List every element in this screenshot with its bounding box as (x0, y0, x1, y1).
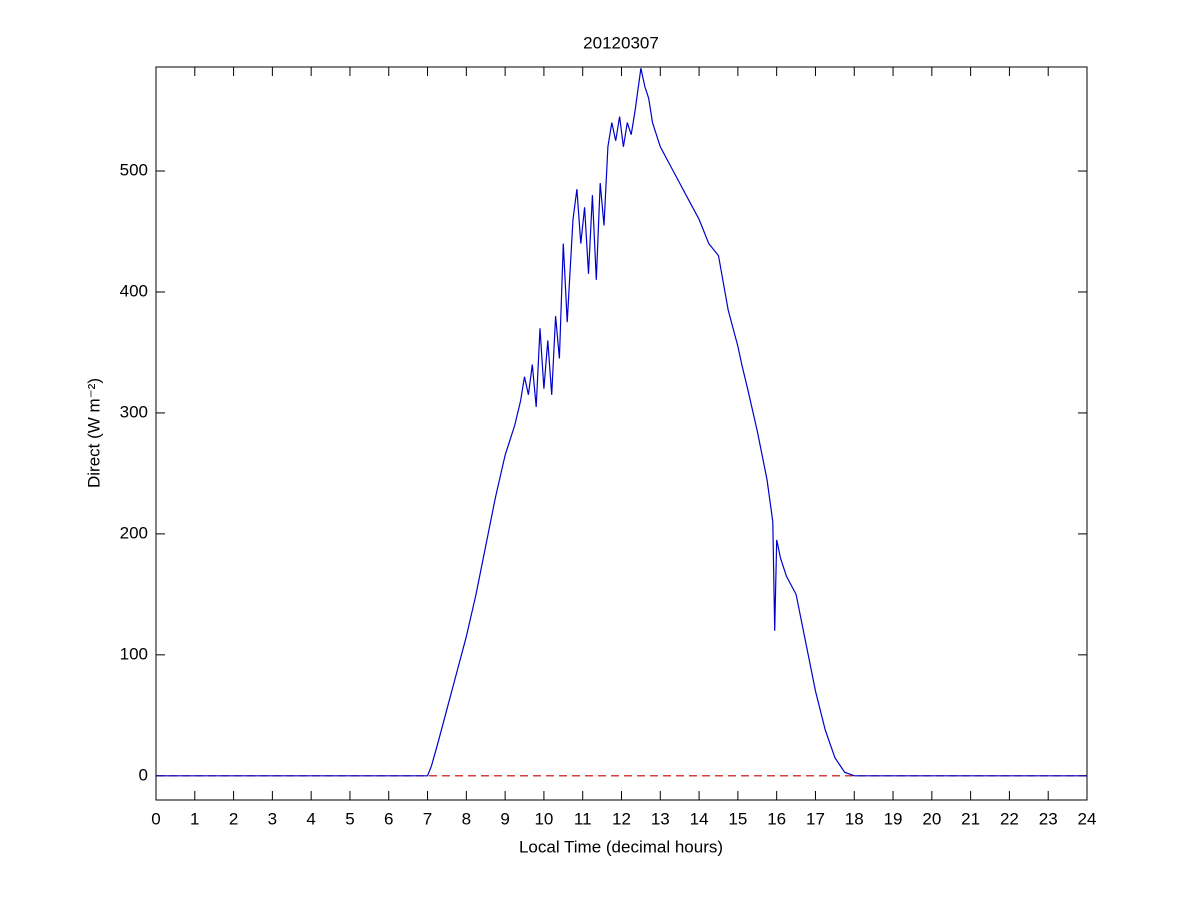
x-tick-label: 1 (190, 809, 199, 828)
y-axis-label: Direct (W m⁻²) (84, 378, 103, 488)
x-tick-label: 10 (534, 809, 553, 828)
x-tick-label: 21 (961, 809, 980, 828)
x-tick-label: 12 (612, 809, 631, 828)
x-tick-label: 13 (651, 809, 670, 828)
x-tick-label: 8 (462, 809, 471, 828)
x-tick-label: 9 (500, 809, 509, 828)
y-tick-label: 0 (139, 765, 148, 784)
x-tick-label: 11 (574, 809, 592, 828)
y-tick-label: 200 (120, 523, 148, 542)
x-tick-label: 0 (151, 809, 160, 828)
x-tick-label: 5 (345, 809, 354, 828)
x-axis-label: Local Time (decimal hours) (519, 837, 723, 856)
x-tick-label: 15 (728, 809, 747, 828)
x-tick-label: 20 (922, 809, 941, 828)
x-tick-label: 19 (884, 809, 903, 828)
x-tick-label: 17 (806, 809, 825, 828)
y-tick-label: 100 (120, 644, 148, 663)
x-tick-label: 22 (1000, 809, 1019, 828)
x-tick-label: 2 (229, 809, 238, 828)
y-tick-label: 300 (120, 402, 148, 421)
x-tick-label: 24 (1078, 809, 1097, 828)
y-tick-label: 500 (120, 161, 148, 180)
plot-frame (155, 66, 1088, 801)
x-tick-label: 4 (306, 809, 315, 828)
y-tick-label: 400 (120, 281, 148, 300)
x-tick-label: 23 (1039, 809, 1058, 828)
x-tick-label: 3 (268, 809, 277, 828)
chart-title: 20120307 (583, 33, 659, 52)
data-line (156, 68, 1087, 777)
x-tick-label: 6 (384, 809, 393, 828)
x-tick-label: 14 (690, 809, 709, 828)
x-tick-label: 16 (767, 809, 786, 828)
x-tick-label: 7 (423, 809, 432, 828)
x-tick-label: 18 (845, 809, 864, 828)
